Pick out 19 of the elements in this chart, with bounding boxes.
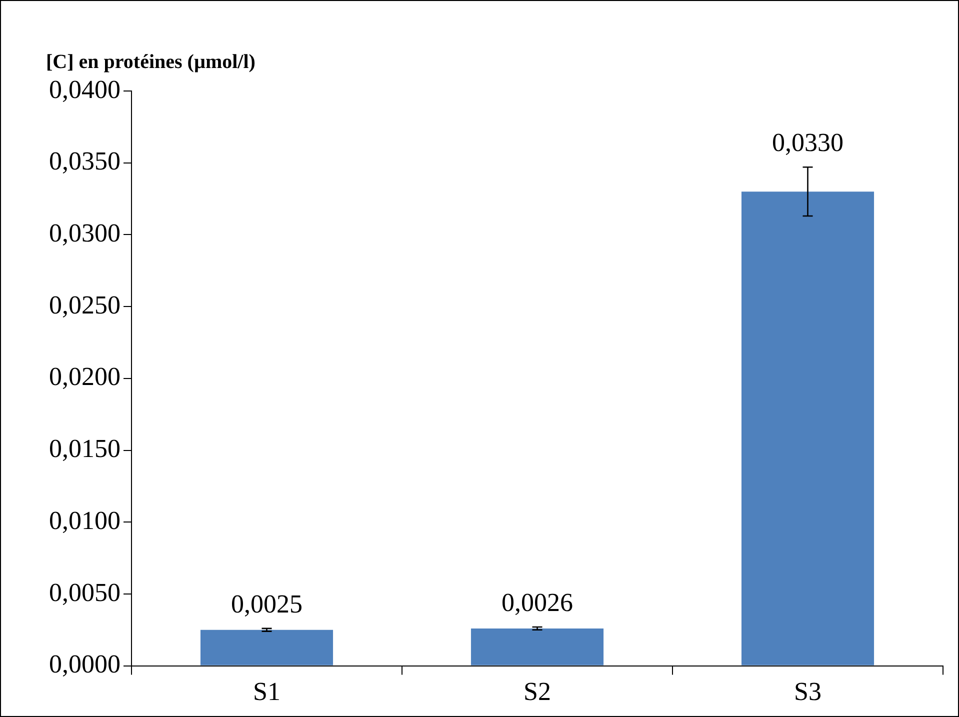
x-tick-label: S1 bbox=[253, 677, 280, 706]
y-tick-label: 0,0400 bbox=[49, 74, 120, 104]
y-tick-label: 0,0150 bbox=[49, 434, 120, 464]
bar bbox=[200, 630, 334, 666]
y-tick-label: 0,0100 bbox=[49, 506, 120, 535]
bar bbox=[470, 628, 604, 666]
y-tick-label: 0,0200 bbox=[49, 362, 120, 392]
chart-title: [C] en protéines (µmol/l) bbox=[46, 51, 256, 74]
y-tick-label: 0,0000 bbox=[49, 650, 120, 679]
x-tick-label: S2 bbox=[524, 677, 551, 706]
y-tick-label: 0,0300 bbox=[49, 218, 120, 248]
y-tick-label: 0,0350 bbox=[49, 146, 120, 176]
data-label: 0,0330 bbox=[772, 128, 844, 157]
y-tick-label: 0,0050 bbox=[49, 578, 120, 607]
x-tick-label: S3 bbox=[794, 677, 822, 706]
data-label: 0,0026 bbox=[502, 588, 573, 617]
y-tick-label: 0,0250 bbox=[49, 290, 120, 320]
bar bbox=[741, 192, 874, 666]
data-label: 0,0025 bbox=[231, 589, 302, 618]
